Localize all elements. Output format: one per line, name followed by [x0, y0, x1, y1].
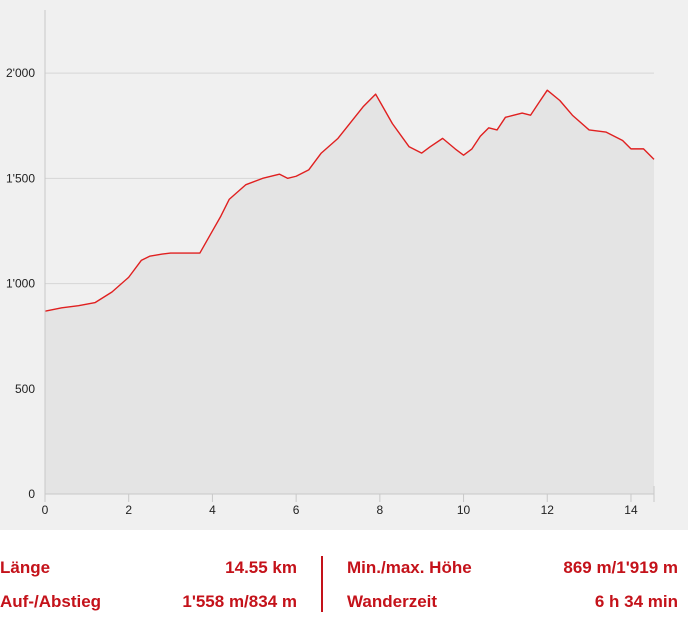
elevation-line [44, 89, 655, 312]
y-tick-label-1: 500 [15, 382, 35, 396]
x-tick-label-1: 2 [125, 503, 132, 517]
elevation-area [45, 90, 654, 494]
length-label: Länge [0, 558, 51, 577]
y-tick-label-0: 0 [28, 487, 35, 501]
x-tick-label-2: 4 [209, 503, 216, 517]
time-label: Wanderzeit [347, 592, 438, 611]
y-tick-label-3: 1'500 [6, 171, 35, 185]
x-tick-label-3: 6 [293, 503, 300, 517]
x-tick-label-5: 10 [457, 503, 471, 517]
stats-divider [321, 556, 323, 612]
x-tick-label-7: 14 [624, 503, 638, 517]
x-tick-label-0: 0 [42, 503, 49, 517]
tour-stats: Länge 14.55 km Auf-/Abstieg 1'558 m/834 … [0, 530, 688, 633]
x-tick-label-6: 12 [541, 503, 555, 517]
minmax-label: Min./max. Höhe [347, 558, 472, 577]
y-tick-label-4: 2'000 [6, 66, 35, 80]
elevation-chart: 0 500 1'000 1'500 2'000 0 2 4 6 8 10 12 14 [0, 0, 688, 530]
time-value: 6 h 34 min [594, 592, 678, 611]
x-tick-label-4: 8 [377, 503, 384, 517]
y-tick-label-2: 1'000 [6, 277, 35, 291]
length-value: 14.55 km [225, 558, 297, 577]
ascent-value: 1'558 m/834 m [182, 592, 297, 611]
elevation-chart-svg: 0 500 1'000 1'500 2'000 0 2 4 6 8 10 12 14 [6, 10, 655, 517]
minmax-value: 869 m/1'919 m [563, 558, 678, 577]
ascent-label: Auf-/Abstieg [0, 592, 102, 611]
